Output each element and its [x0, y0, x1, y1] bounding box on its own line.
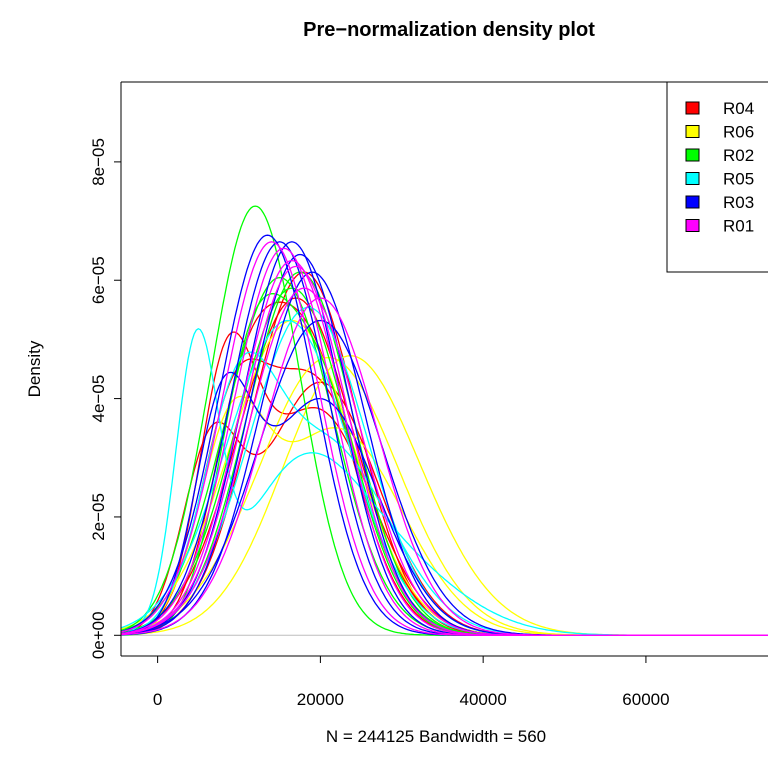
density-curves [120, 205, 768, 636]
legend-label: R02 [723, 146, 754, 165]
legend: R04 R06 R02 R05 R03 R01 [666, 81, 768, 273]
y-axis: 0e+00 2e−05 4e−05 6e−05 8e−05 [89, 138, 121, 659]
legend-label: R06 [723, 123, 754, 142]
legend-swatch [685, 219, 700, 232]
legend-label: R01 [723, 217, 754, 236]
density-curve-30 [120, 247, 768, 636]
y-tick-label: 0e+00 [89, 611, 108, 659]
legend-label: R04 [723, 99, 754, 118]
density-curve-10 [120, 319, 768, 636]
legend-box [666, 81, 768, 273]
density-curve-21 [120, 241, 768, 636]
y-tick-label: 8e−05 [89, 138, 108, 186]
y-axis-label: Density [25, 340, 44, 397]
legend-swatch [685, 195, 700, 209]
density-curve-15 [121, 293, 768, 636]
x-tick-label: 60000 [622, 690, 669, 709]
y-tick-label: 4e−05 [89, 375, 108, 423]
legend-swatch [685, 125, 700, 138]
density-curve-22 [120, 319, 768, 636]
density-curve-24 [120, 253, 768, 636]
legend-label: R03 [723, 193, 754, 212]
legend-swatch [685, 172, 700, 185]
y-tick-label: 6e−05 [89, 256, 108, 304]
density-curve-27 [120, 241, 768, 636]
density-curve-17 [120, 319, 768, 636]
chart-title: Pre−normalization density plot [303, 19, 595, 41]
density-curve-32 [120, 297, 768, 636]
density-curve-26 [120, 241, 768, 636]
x-tick-label: 20000 [297, 690, 344, 709]
y-tick-label: 2e−05 [89, 493, 108, 541]
legend-swatch [685, 148, 700, 162]
legend-label: R05 [723, 170, 754, 189]
x-tick-label: 0 [153, 690, 162, 709]
x-axis-label: N = 244125 Bandwidth = 560 [326, 727, 546, 746]
legend-swatch [685, 101, 700, 115]
density-curve-20 [120, 234, 768, 636]
x-tick-label: 40000 [460, 690, 507, 709]
x-axis: 0 20000 40000 60000 [153, 655, 670, 709]
